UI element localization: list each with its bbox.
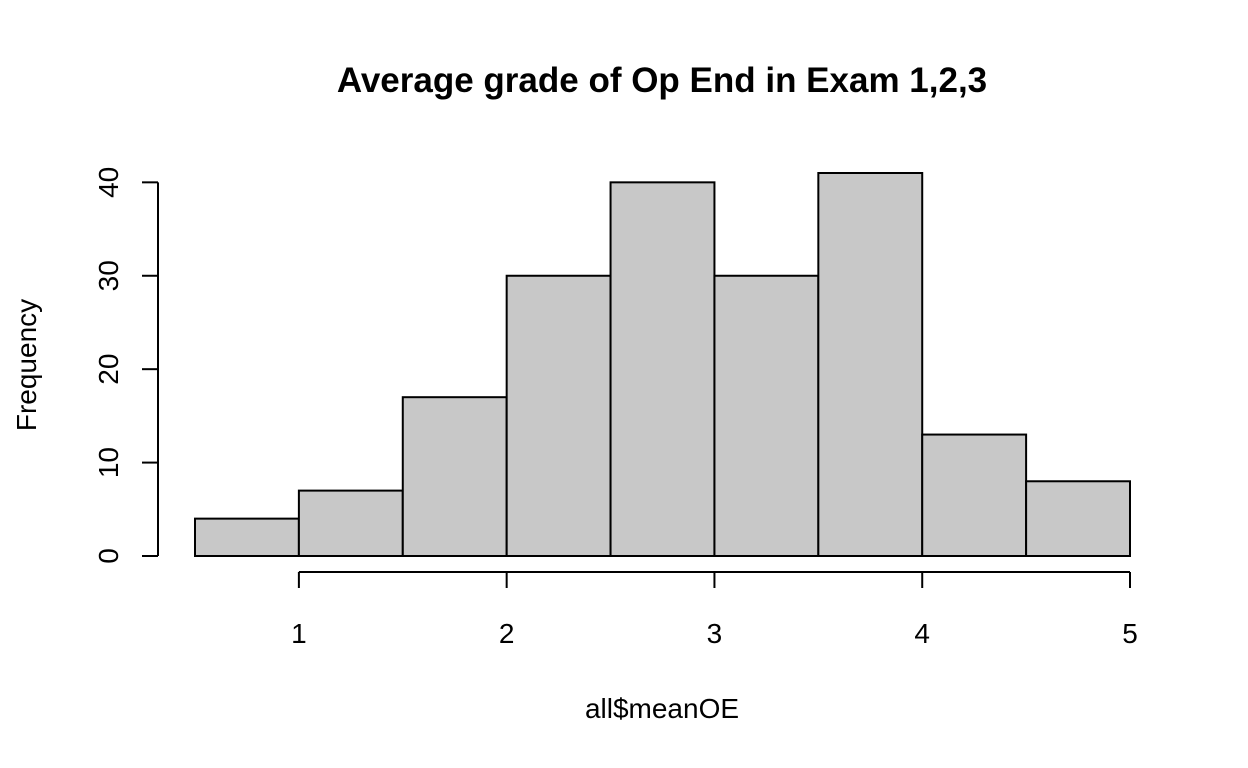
histogram-bar: [817, 172, 924, 557]
y-tick-label: 0: [93, 548, 124, 564]
y-tick-label: 20: [93, 354, 124, 385]
x-tick-label: 2: [499, 618, 515, 649]
histogram-bar: [297, 489, 404, 557]
histogram-bar: [505, 274, 612, 557]
y-tick-label: 30: [93, 260, 124, 291]
histogram-bar: [609, 181, 716, 557]
bars-group: [194, 172, 1131, 558]
y-axis: 0 10 20 30 40: [93, 167, 159, 564]
histogram-bar: [713, 274, 820, 557]
x-tick-label: 4: [914, 618, 930, 649]
x-axis-title: all$meanOE: [585, 693, 739, 724]
x-axis: 1 2 3 4 5: [291, 571, 1138, 649]
x-tick-label: 1: [291, 618, 307, 649]
histogram-bar: [921, 433, 1028, 557]
x-tick-label: 3: [707, 618, 723, 649]
histogram-bar: [194, 517, 300, 558]
y-tick-label: 10: [93, 447, 124, 478]
y-tick-label: 40: [93, 167, 124, 198]
histogram-bar: [1025, 480, 1131, 557]
x-tick-label: 5: [1122, 618, 1138, 649]
y-axis-title: Frequency: [11, 299, 42, 431]
histogram-bar: [401, 396, 508, 557]
chart-title: Average grade of Op End in Exam 1,2,3: [337, 61, 987, 100]
